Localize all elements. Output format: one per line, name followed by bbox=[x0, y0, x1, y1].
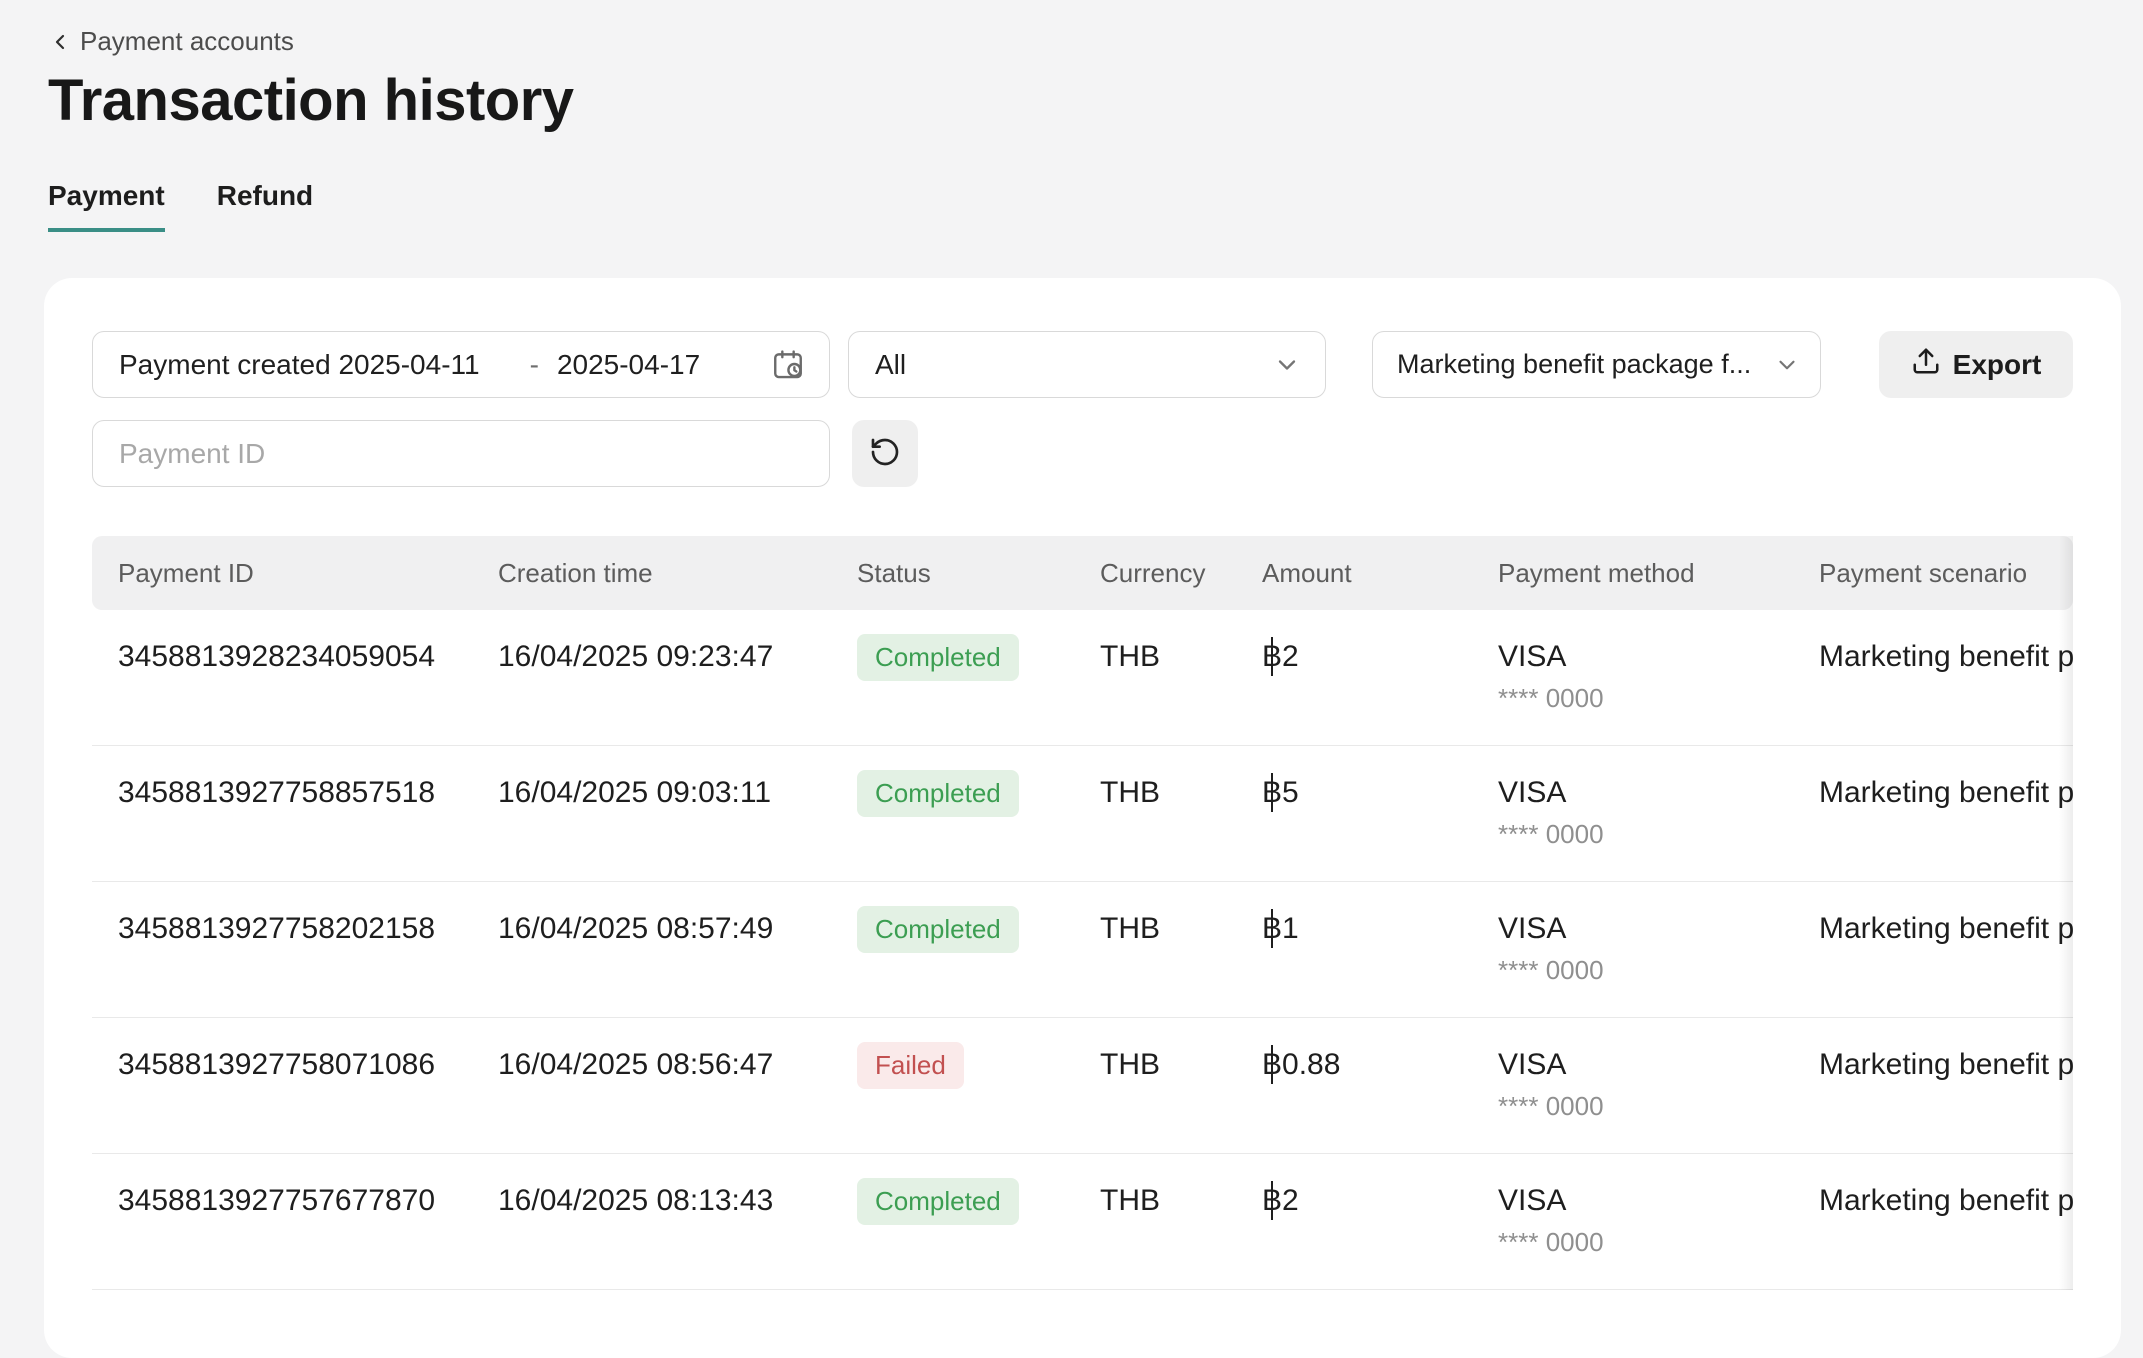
cell-creation-time: 16/04/2025 09:03:11 bbox=[498, 776, 772, 809]
cell-amount: 2 bbox=[1262, 637, 1498, 676]
page-header: Payment accounts Transaction history Pay… bbox=[48, 26, 574, 232]
status-badge: Completed bbox=[857, 1178, 1019, 1225]
scenario-filter-value: Marketing benefit package f... bbox=[1397, 349, 1752, 379]
cell-payment-scenario: Marketing benefit package bbox=[1819, 776, 2073, 809]
back-link-label: Payment accounts bbox=[80, 26, 294, 56]
table-row[interactable]: 3458813927757677870 16/04/2025 08:13:43 … bbox=[92, 1154, 2073, 1290]
cell-creation-time: 16/04/2025 08:56:47 bbox=[498, 1048, 774, 1081]
cell-currency: THB bbox=[1100, 912, 1160, 945]
cell-payment-method: VISA **** 0000 bbox=[1498, 776, 1819, 850]
card-last-digits: **** 0000 bbox=[1498, 1227, 1604, 1257]
table-row[interactable]: 3458813927758857518 16/04/2025 09:03:11 … bbox=[92, 746, 2073, 882]
page-title: Transaction history bbox=[48, 68, 574, 133]
cell-payment-method: VISA **** 0000 bbox=[1498, 1048, 1819, 1122]
chevron-down-icon bbox=[1774, 352, 1800, 378]
cell-creation-time: 16/04/2025 08:13:43 bbox=[498, 1184, 774, 1217]
status-filter-select[interactable]: All bbox=[848, 331, 1326, 398]
cell-amount: 1 bbox=[1262, 909, 1498, 948]
card-last-digits: **** 0000 bbox=[1498, 1091, 1604, 1121]
tab-bar: Payment Refund bbox=[48, 180, 574, 232]
column-header-currency: Currency bbox=[1100, 557, 1206, 588]
cell-currency: THB bbox=[1100, 1048, 1160, 1081]
filter-row-2 bbox=[92, 420, 2073, 487]
tab-refund[interactable]: Refund bbox=[216, 180, 314, 211]
column-header-amount: Amount bbox=[1262, 557, 1352, 588]
cell-status: Completed bbox=[857, 634, 1100, 681]
back-link[interactable]: Payment accounts bbox=[48, 26, 294, 57]
upload-icon bbox=[1911, 346, 1941, 383]
card-brand: VISA bbox=[1498, 776, 1567, 809]
column-header-payment-id: Payment ID bbox=[118, 557, 254, 588]
card-brand: VISA bbox=[1498, 1184, 1567, 1217]
cell-creation-time: 16/04/2025 09:23:47 bbox=[498, 640, 774, 673]
status-badge: Completed bbox=[857, 770, 1019, 817]
cell-currency: THB bbox=[1100, 1184, 1160, 1217]
status-badge: Completed bbox=[857, 906, 1019, 953]
cell-status: Completed bbox=[857, 770, 1100, 817]
status-badge: Completed bbox=[857, 634, 1019, 681]
chevron-down-icon bbox=[1273, 351, 1301, 379]
baht-symbol bbox=[1262, 637, 1282, 676]
status-badge: Failed bbox=[857, 1042, 964, 1089]
table-header-row: Payment ID Creation time Status Currency… bbox=[92, 536, 2073, 610]
cell-status: Completed bbox=[857, 906, 1100, 953]
table-row[interactable]: 3458813927758202158 16/04/2025 08:57:49 … bbox=[92, 882, 2073, 1018]
cell-payment-method: VISA **** 0000 bbox=[1498, 1184, 1819, 1258]
cell-status: Failed bbox=[857, 1042, 1100, 1089]
date-range-end: 2025-04-17 bbox=[556, 348, 701, 380]
card-last-digits: **** 0000 bbox=[1498, 683, 1604, 713]
card-brand: VISA bbox=[1498, 912, 1567, 945]
baht-symbol bbox=[1262, 773, 1282, 812]
calendar-clock-icon bbox=[771, 348, 805, 382]
cell-amount: 2 bbox=[1262, 1181, 1498, 1220]
rotate-ccw-icon bbox=[869, 436, 901, 471]
cell-payment-scenario: Marketing benefit package bbox=[1819, 1184, 2073, 1217]
cell-amount: 5 bbox=[1262, 773, 1498, 812]
column-header-creation-time: Creation time bbox=[498, 557, 653, 588]
export-button-label: Export bbox=[1952, 348, 2042, 380]
status-filter-value: All bbox=[875, 348, 907, 380]
cell-status: Completed bbox=[857, 1178, 1100, 1225]
card-last-digits: **** 0000 bbox=[1498, 955, 1604, 985]
table-row[interactable]: 3458813927758071086 16/04/2025 08:56:47 … bbox=[92, 1018, 2073, 1154]
cell-payment-id: 3458813927758857518 bbox=[118, 776, 436, 809]
card-brand: VISA bbox=[1498, 1048, 1567, 1081]
filter-row-1: Payment created 2025-04-11 - 2025-04-17 … bbox=[92, 331, 2073, 398]
reset-filters-button[interactable] bbox=[852, 420, 918, 487]
cell-payment-scenario: Marketing benefit package bbox=[1819, 1048, 2073, 1081]
export-button[interactable]: Export bbox=[1879, 331, 2073, 398]
date-range-picker[interactable]: Payment created 2025-04-11 - 2025-04-17 bbox=[92, 331, 830, 398]
transactions-table: Payment ID Creation time Status Currency… bbox=[92, 536, 2073, 1290]
date-range-dash: - bbox=[529, 348, 539, 380]
cell-creation-time: 16/04/2025 08:57:49 bbox=[498, 912, 774, 945]
chevron-left-icon bbox=[48, 30, 72, 54]
card-last-digits: **** 0000 bbox=[1498, 819, 1604, 849]
baht-symbol bbox=[1262, 909, 1282, 948]
card-brand: VISA bbox=[1498, 640, 1567, 673]
column-header-payment-method: Payment method bbox=[1498, 557, 1695, 588]
cell-amount: 0.88 bbox=[1262, 1045, 1498, 1084]
tab-payment[interactable]: Payment bbox=[48, 180, 165, 232]
transactions-card: Payment created 2025-04-11 - 2025-04-17 … bbox=[44, 278, 2121, 1358]
cell-payment-method: VISA **** 0000 bbox=[1498, 912, 1819, 986]
baht-symbol bbox=[1262, 1045, 1282, 1084]
cell-currency: THB bbox=[1100, 640, 1160, 673]
cell-payment-id: 3458813927757677870 bbox=[118, 1184, 436, 1217]
cell-payment-id: 3458813927758202158 bbox=[118, 912, 436, 945]
column-header-status: Status bbox=[857, 557, 931, 588]
cell-payment-id: 3458813927758071086 bbox=[118, 1048, 436, 1081]
cell-payment-method: VISA **** 0000 bbox=[1498, 640, 1819, 714]
cell-payment-scenario: Marketing benefit package bbox=[1819, 912, 2073, 945]
scenario-filter-select[interactable]: Marketing benefit package f... bbox=[1372, 331, 1821, 398]
column-header-payment-scenario: Payment scenario bbox=[1819, 557, 2028, 588]
cell-payment-scenario: Marketing benefit package bbox=[1819, 640, 2073, 673]
baht-symbol bbox=[1262, 1181, 1282, 1220]
date-range-start: Payment created 2025-04-11 bbox=[119, 348, 480, 380]
cell-payment-id: 3458813928234059054 bbox=[118, 640, 436, 673]
table-row[interactable]: 3458813928234059054 16/04/2025 09:23:47 … bbox=[92, 610, 2073, 746]
payment-id-input[interactable] bbox=[92, 420, 830, 487]
cell-currency: THB bbox=[1100, 776, 1160, 809]
